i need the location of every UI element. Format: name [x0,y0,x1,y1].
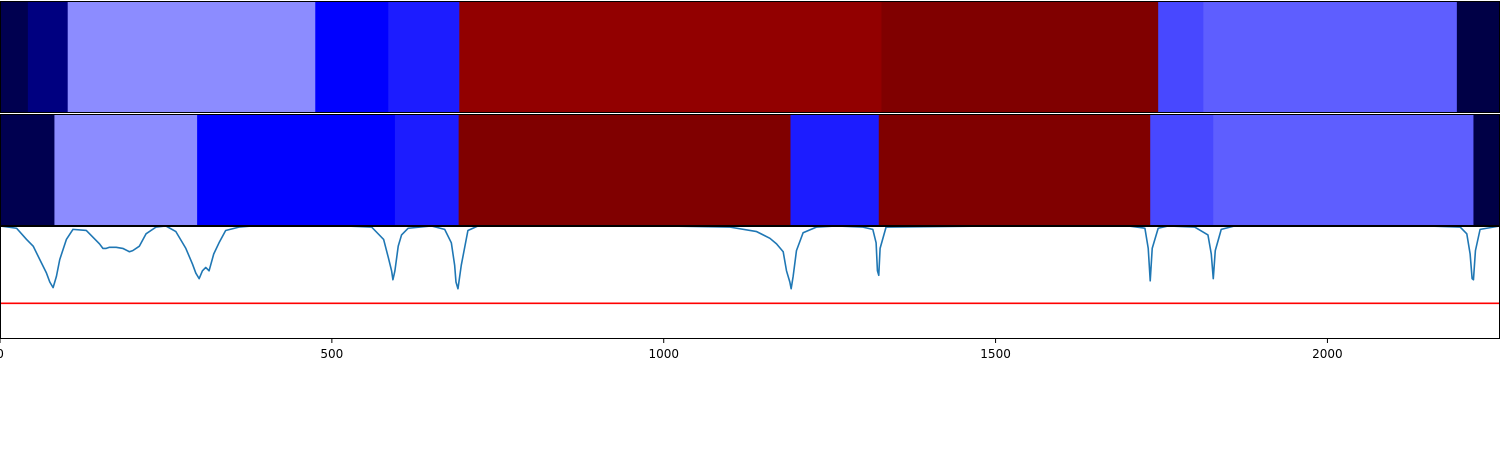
x-tick-label: 500 [320,347,343,361]
segments-bottom-segment [790,114,880,225]
segments-top-segment [27,1,69,112]
segments-top-segment [1203,1,1458,112]
signal-plot-background [0,226,1500,338]
x-tick-label: 0 [0,347,4,361]
segments-bottom-segment [458,114,792,225]
segments-bottom-segment [394,114,460,225]
signal-panel [0,225,1500,338]
segments-top-segment [459,1,883,112]
segments-bottom-segment [0,114,56,225]
x-tick-label: 1500 [980,347,1011,361]
segments-top-segment [1456,1,1500,112]
segments-top-segment [67,1,316,112]
x-tick-label: 1000 [648,347,679,361]
segments-top-segment [0,1,29,112]
segments-top-segment [388,1,460,112]
segments-top-segment [1158,1,1204,112]
segments-bottom-segment [1473,114,1500,225]
segments-top-segment [881,1,1159,112]
x-tick-label: 2000 [1312,347,1343,361]
heatmap-bottom [0,114,1500,225]
segments-bottom-segment [197,114,396,225]
x-axis: 0 500 1000 1500 2000 [0,338,1343,361]
heatmap-top [0,1,1500,112]
segments-top-segment [315,1,389,112]
segments-bottom-segment [878,114,1151,225]
segments-bottom-segment [1150,114,1214,225]
segments-bottom-segment [1213,114,1475,225]
segments-bottom-segment [54,114,198,225]
